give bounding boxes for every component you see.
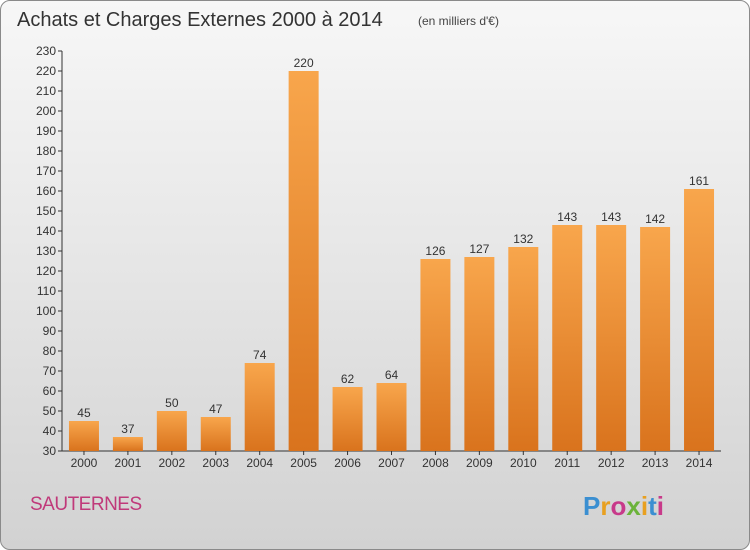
x-tick-label: 2011 <box>554 456 580 470</box>
bar-2004 <box>244 363 275 451</box>
y-tick-label: 180 <box>36 144 56 158</box>
y-tick-label: 170 <box>36 164 56 178</box>
bar-2014 <box>684 189 715 451</box>
data-label: 132 <box>513 232 533 246</box>
x-tick-label: 2001 <box>115 456 142 470</box>
data-label: 64 <box>385 368 399 382</box>
y-tick-label: 220 <box>36 64 56 78</box>
bar-2000 <box>68 421 99 451</box>
data-label: 62 <box>341 372 355 386</box>
y-tick-label: 50 <box>43 404 57 418</box>
y-tick-label: 30 <box>43 444 57 458</box>
x-tick-label: 2014 <box>686 456 713 470</box>
y-tick-label: 40 <box>43 424 57 438</box>
bar-2008 <box>420 259 451 451</box>
x-tick-label: 2013 <box>642 456 669 470</box>
bar-2013 <box>640 227 671 451</box>
data-label: 50 <box>165 396 179 410</box>
y-tick-label: 100 <box>36 304 56 318</box>
y-tick-label: 160 <box>36 184 56 198</box>
y-tick-label: 210 <box>36 84 56 98</box>
x-tick-label: 2012 <box>598 456 625 470</box>
x-tick-label: 2009 <box>466 456 493 470</box>
x-tick-label: 2004 <box>246 456 273 470</box>
bar-2005 <box>288 71 319 451</box>
y-tick-label: 110 <box>37 284 56 298</box>
y-tick-label: 140 <box>36 224 56 238</box>
x-tick-label: 2008 <box>422 456 449 470</box>
data-label: 143 <box>601 210 621 224</box>
data-label: 143 <box>557 210 577 224</box>
data-label: 74 <box>253 348 267 362</box>
bar-2011 <box>552 225 583 451</box>
x-tick-label: 2010 <box>510 456 537 470</box>
data-label: 37 <box>121 422 135 436</box>
bar-2003 <box>200 417 231 451</box>
y-tick-label: 190 <box>36 124 56 138</box>
data-label: 161 <box>689 174 709 188</box>
bar-2007 <box>376 383 407 451</box>
y-tick-label: 230 <box>36 44 56 58</box>
data-label: 220 <box>294 56 314 70</box>
chart-bars <box>68 71 715 451</box>
x-tick-label: 2000 <box>71 456 98 470</box>
x-tick-label: 2003 <box>202 456 229 470</box>
chart-subtitle: (en milliers d'€) <box>418 14 499 28</box>
chart-title: Achats et Charges Externes 2000 à 2014 <box>17 9 383 31</box>
y-tick-label: 130 <box>36 244 56 258</box>
data-label: 142 <box>645 212 665 226</box>
x-tick-label: 2006 <box>334 456 361 470</box>
data-label: 126 <box>425 244 445 258</box>
y-tick-label: 120 <box>36 264 56 278</box>
bar-2009 <box>464 257 495 451</box>
y-tick-label: 70 <box>43 364 57 378</box>
data-label: 47 <box>209 402 223 416</box>
proxiti-logo: Proxiti <box>583 491 664 521</box>
x-tick-label: 2007 <box>378 456 405 470</box>
x-tick-label: 2005 <box>290 456 317 470</box>
x-tick-label: 2002 <box>158 456 185 470</box>
bar-2006 <box>332 387 363 451</box>
y-tick-label: 90 <box>43 324 57 338</box>
y-tick-label: 150 <box>36 204 56 218</box>
commune-name: SAUTERNES <box>30 494 142 515</box>
data-label: 127 <box>469 242 489 256</box>
y-tick-label: 80 <box>43 344 57 358</box>
chart-data-labels: 45 37 50 47 74 220 62 64 126 127 132 143 143 142 161 <box>77 56 709 436</box>
bar-2002 <box>156 411 187 451</box>
y-tick-label: 200 <box>36 104 56 118</box>
bar-2012 <box>596 225 627 451</box>
y-tick-label: 60 <box>43 384 57 398</box>
bar-2010 <box>508 247 539 451</box>
bar-2001 <box>112 437 143 451</box>
data-label: 45 <box>77 406 91 420</box>
